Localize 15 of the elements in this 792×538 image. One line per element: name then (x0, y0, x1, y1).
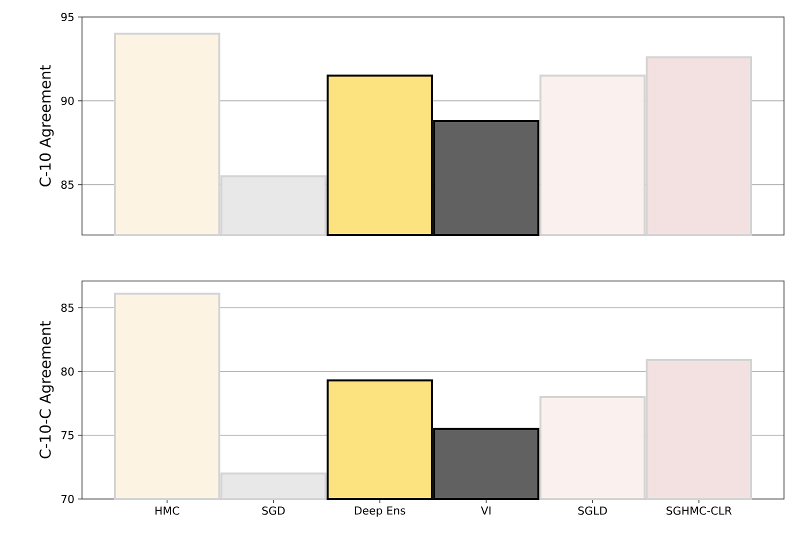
x-tick-label: Deep Ens (354, 506, 406, 517)
y-tick-label: 85 (61, 180, 74, 189)
x-tick-label: SGLD (578, 506, 607, 515)
y-tick-label: 90 (61, 96, 74, 105)
x-tick-label: VI (480, 506, 490, 514)
x-tick-label: SGD (262, 506, 285, 515)
y-tick-label: 85 (61, 304, 74, 312)
x-tick-label: SGHMC-CLR (666, 506, 732, 515)
y-tick-label: 95 (61, 12, 74, 22)
y-tick-label: 80 (61, 367, 74, 376)
x-tick-label: HMC (156, 506, 180, 515)
y-tick-label: 70 (61, 494, 74, 504)
y-axis-title: C-10-C Agreement (40, 321, 54, 458)
y-tick-label: 75 (61, 431, 74, 440)
y-axis-title: C-10 Agreement (40, 65, 54, 186)
